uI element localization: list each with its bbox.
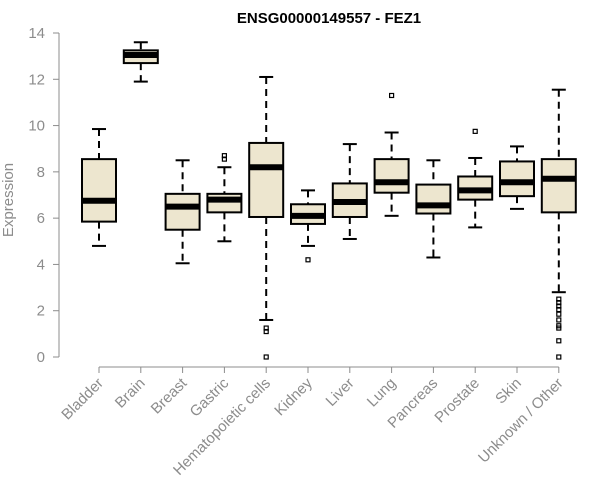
y-tick-label: 6 <box>37 210 45 227</box>
x-tick-label: Breast <box>148 374 191 417</box>
iqr-box <box>499 160 535 198</box>
outlier-point <box>389 92 395 99</box>
outlier-point <box>221 153 227 159</box>
chart-title: ENSG00000149557 - FEZ1 <box>237 10 421 27</box>
outlier-point <box>305 257 311 263</box>
x-tick-label: Kidney <box>271 374 316 419</box>
outlier-point <box>263 328 269 335</box>
y-tick-label: 8 <box>37 164 45 181</box>
y-tick-label: 0 <box>37 349 45 366</box>
outlier-point <box>556 317 562 323</box>
y-axis-label: Expression <box>0 163 17 237</box>
box-breast <box>164 159 201 265</box>
outlier-point <box>472 128 478 134</box>
iqr-box <box>81 158 117 223</box>
x-tick-label: Lung <box>364 375 400 411</box>
outlier-point <box>263 354 269 360</box>
box-prostate <box>457 128 494 229</box>
iqr-box <box>540 158 577 214</box>
x-tick-label: Brain <box>112 375 149 412</box>
y-tick-label: 12 <box>28 71 45 88</box>
outlier-point <box>556 311 562 317</box>
outlier-point <box>556 325 562 331</box>
box-lung <box>373 92 410 217</box>
iqr-box <box>373 158 410 194</box>
y-tick-label: 4 <box>37 256 45 273</box>
outlier-point <box>556 338 562 344</box>
iqr-box <box>415 183 452 215</box>
x-tick-label: Prostate <box>431 375 483 427</box>
box-hematopoietic-cells <box>248 75 285 360</box>
box-kidney <box>290 189 326 263</box>
box-skin <box>499 145 535 210</box>
x-tick-label: Skin <box>492 375 525 408</box>
box-liver <box>331 143 368 240</box>
x-tick-label: Bladder <box>58 375 107 424</box>
x-tick-label: Liver <box>323 375 358 410</box>
iqr-box <box>248 141 285 218</box>
y-tick-label: 2 <box>37 303 45 320</box>
box-bladder <box>81 128 117 247</box>
y-tick-label: 10 <box>28 118 45 135</box>
outlier-point <box>556 354 562 360</box>
box-unknown-other <box>540 88 577 360</box>
iqr-box <box>164 192 201 231</box>
y-tick-label: 14 <box>28 25 45 42</box>
boxes-group <box>81 41 577 360</box>
outlier-point <box>556 306 562 313</box>
box-gastric <box>206 153 243 243</box>
box-brain <box>122 41 159 83</box>
axes: 0 2 4 6 8 10 12 14 <box>28 25 560 373</box>
iqr-box <box>206 192 243 214</box>
box-pancreas <box>415 159 452 259</box>
